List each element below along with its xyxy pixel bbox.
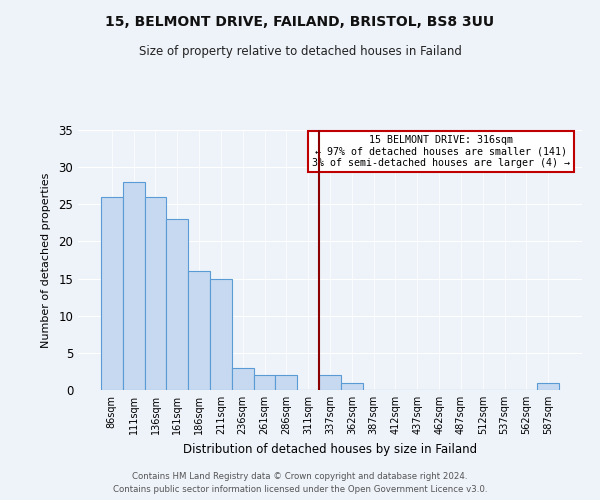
Bar (188, 271, 210, 390)
Bar (101, 197, 123, 390)
Text: 15, BELMONT DRIVE, FAILAND, BRISTOL, BS8 3UU: 15, BELMONT DRIVE, FAILAND, BRISTOL, BS8… (106, 15, 494, 29)
Y-axis label: Number of detached properties: Number of detached properties (41, 172, 52, 348)
Bar (123, 182, 145, 390)
Text: 15 BELMONT DRIVE: 316sqm
← 97% of detached houses are smaller (141)
3% of semi-d: 15 BELMONT DRIVE: 316sqm ← 97% of detach… (312, 135, 570, 168)
Bar (232, 368, 254, 390)
Bar (254, 375, 275, 390)
Bar (341, 382, 363, 390)
Bar (210, 278, 232, 390)
Text: Contains HM Land Registry data © Crown copyright and database right 2024.: Contains HM Land Registry data © Crown c… (132, 472, 468, 481)
X-axis label: Distribution of detached houses by size in Failand: Distribution of detached houses by size … (183, 442, 477, 456)
Bar (537, 382, 559, 390)
Bar (319, 375, 341, 390)
Bar (275, 375, 297, 390)
Text: Size of property relative to detached houses in Failand: Size of property relative to detached ho… (139, 45, 461, 58)
Bar (166, 219, 188, 390)
Bar (145, 197, 166, 390)
Text: Contains public sector information licensed under the Open Government Licence v3: Contains public sector information licen… (113, 485, 487, 494)
